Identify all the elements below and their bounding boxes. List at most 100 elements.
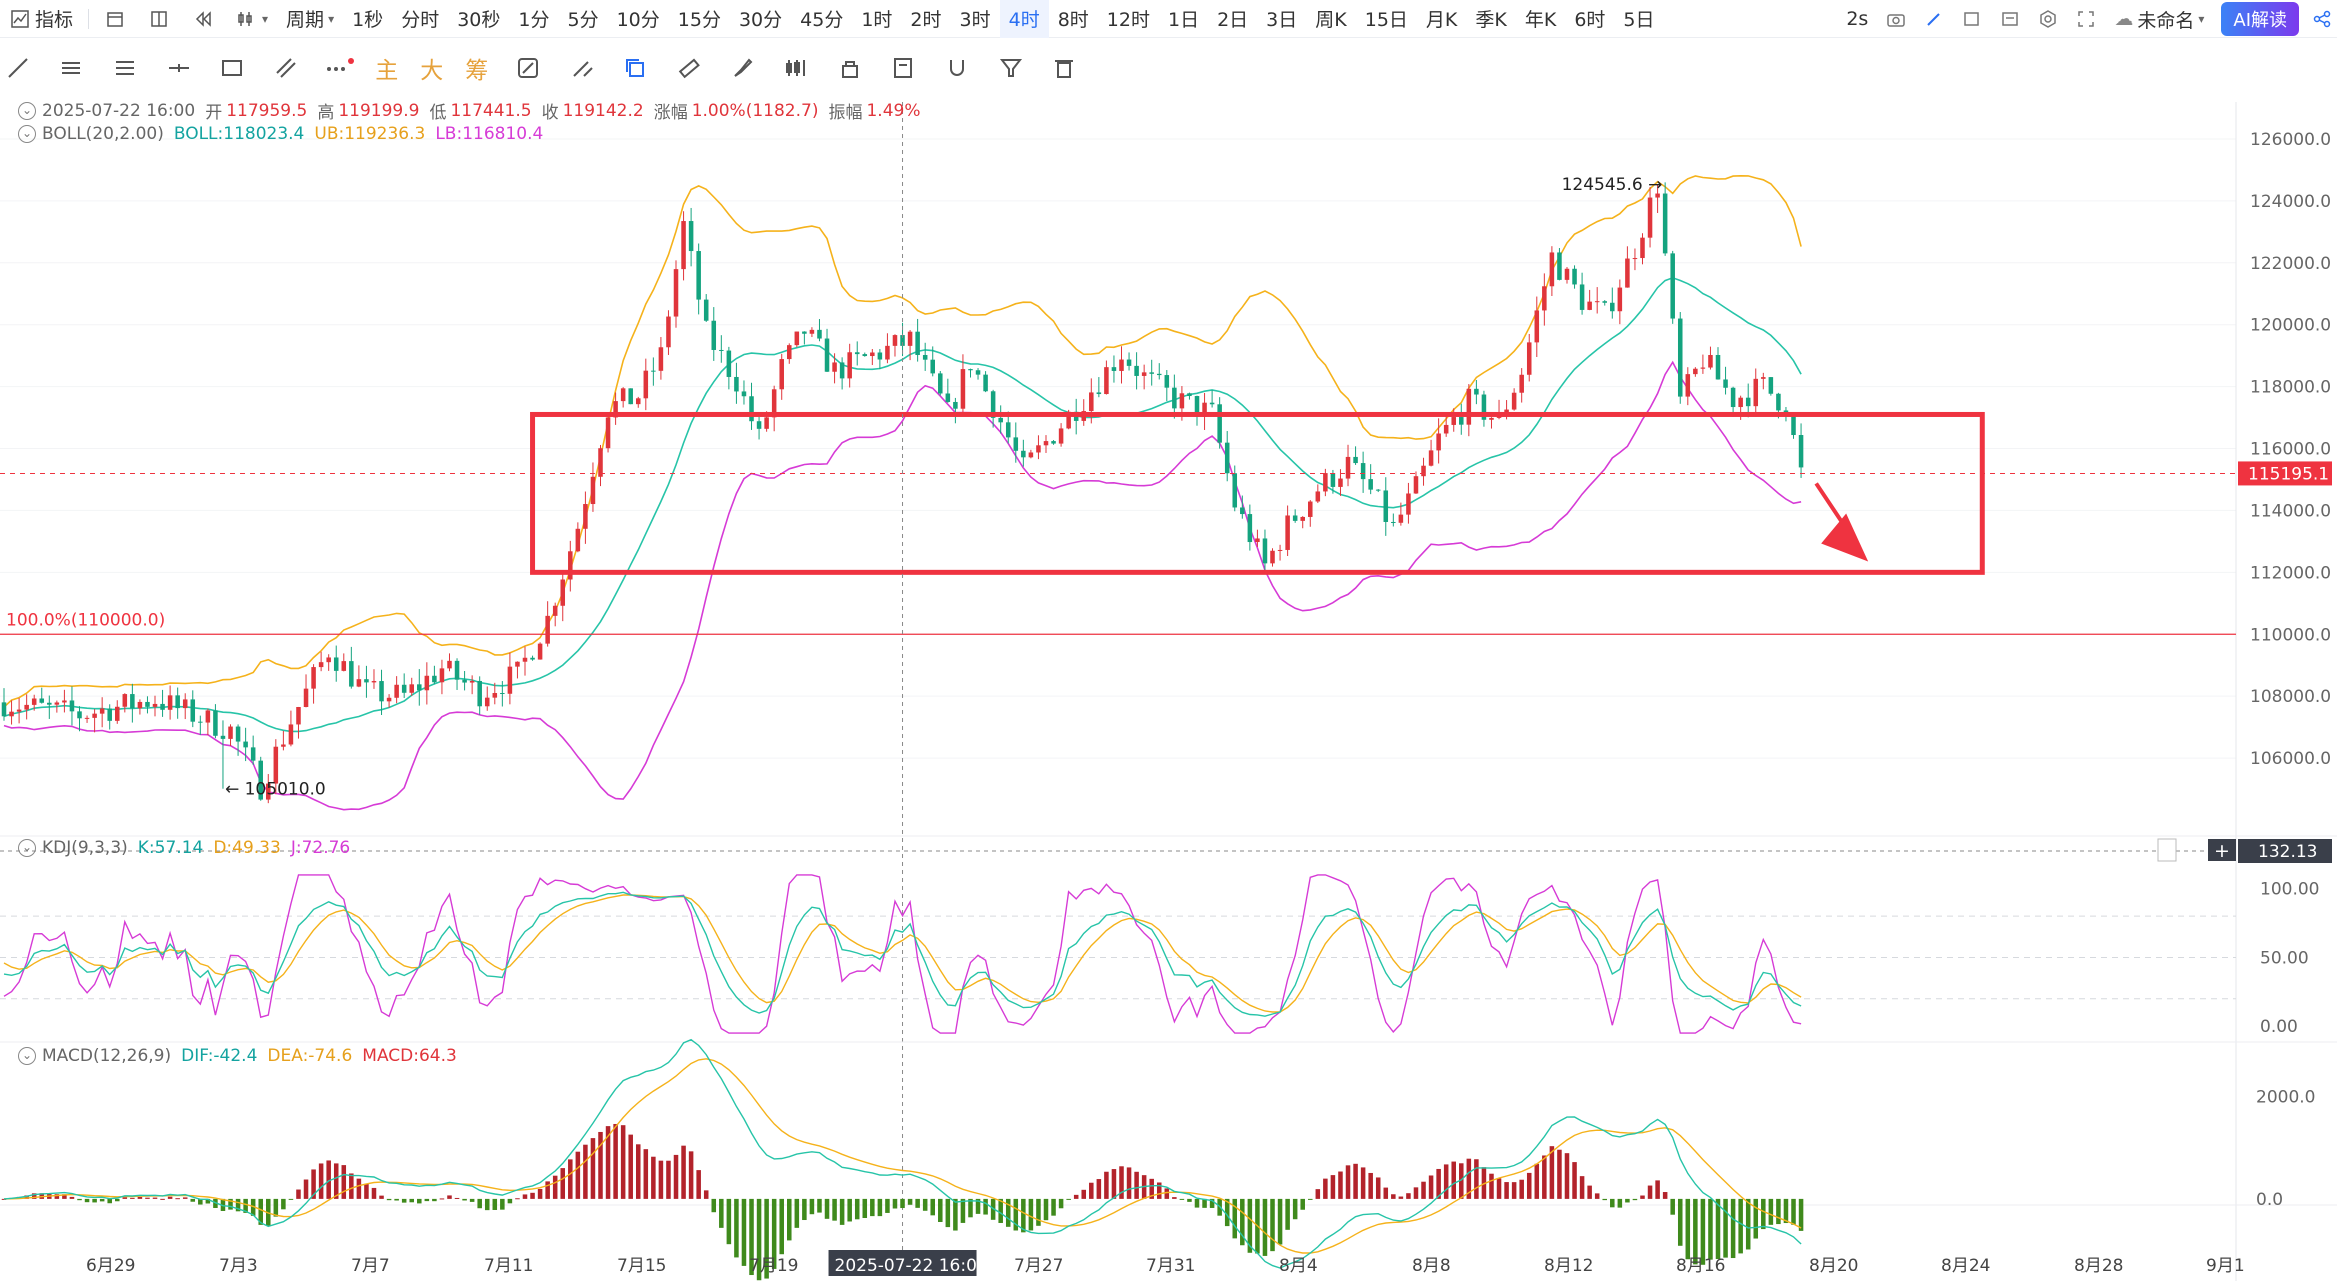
- macd-histogram-bar: [1398, 1196, 1404, 1199]
- timeframe-0[interactable]: 1秒: [352, 9, 384, 31]
- timeframe-16[interactable]: 2日: [1217, 9, 1249, 31]
- timeframe-5[interactable]: 10分: [616, 9, 660, 31]
- candle-body: [877, 352, 883, 360]
- copy-icon[interactable]: [617, 50, 653, 86]
- price-axis-label: 126000.0: [2250, 130, 2331, 150]
- macd-name[interactable]: MACD(12,26,9): [42, 1046, 172, 1066]
- layout-button[interactable]: [139, 0, 183, 38]
- range-box-annotation[interactable]: [530, 411, 1985, 575]
- calendar-button[interactable]: [95, 0, 139, 38]
- main-chart-toggle[interactable]: 主: [375, 58, 399, 84]
- macd-histogram-bar: [809, 1198, 815, 1215]
- brush-icon[interactable]: [725, 50, 761, 86]
- timeframe-4[interactable]: 5分: [567, 9, 599, 31]
- timeframe-9[interactable]: 1时: [861, 9, 893, 31]
- collapse-icon[interactable]: ⌄: [18, 1047, 36, 1065]
- filter-icon[interactable]: [993, 50, 1029, 86]
- pencil-erase-icon[interactable]: [564, 50, 600, 86]
- share-icon[interactable]: [2307, 0, 2337, 38]
- ruler-icon[interactable]: [671, 50, 707, 86]
- collapse-icon[interactable]: ⌄: [18, 125, 36, 143]
- macd-histogram-bar: [673, 1154, 679, 1199]
- line-tool-icon[interactable]: [0, 50, 36, 86]
- rectangle-tool-icon[interactable]: [214, 50, 250, 86]
- big-order-toggle[interactable]: 大: [420, 58, 444, 84]
- timeframe-19[interactable]: 15日: [1364, 9, 1408, 31]
- magnet-icon[interactable]: [939, 50, 975, 86]
- kdj-name[interactable]: KDJ(9,3,3): [42, 838, 128, 858]
- layout-name-dropdown[interactable]: ☁ 未命名 ▾: [2105, 0, 2213, 38]
- chip-distribution-toggle[interactable]: 筹: [465, 58, 489, 84]
- candle-body: [281, 744, 286, 747]
- timeframe-12[interactable]: 4时: [999, 0, 1049, 38]
- timeframe-15[interactable]: 1日: [1167, 9, 1200, 31]
- macd-histogram-bar: [658, 1160, 664, 1199]
- pen-icon[interactable]: [1915, 0, 1953, 38]
- timeframe-23[interactable]: 6时: [1574, 9, 1606, 31]
- timeframe-1[interactable]: 分时: [401, 9, 440, 31]
- horizontal-line-icon[interactable]: [161, 50, 197, 86]
- candle-body: [152, 703, 158, 707]
- timeframe-8[interactable]: 45分: [800, 9, 844, 31]
- price-chart[interactable]: 126000.0 124000.0 122000.0 120000.0 118000.0…: [0, 62, 2337, 1281]
- chart-type-button[interactable]: ▾: [227, 0, 277, 38]
- ai-analysis-button[interactable]: AI解读: [2221, 2, 2299, 36]
- more-tools-icon[interactable]: [322, 50, 358, 86]
- candle-body: [1745, 397, 1751, 407]
- indicator-button[interactable]: 指标: [0, 0, 82, 38]
- trash-icon[interactable]: [1046, 50, 1082, 86]
- timeframe-21[interactable]: 季K: [1475, 9, 1507, 31]
- boll-name[interactable]: BOLL(20,2.00): [42, 124, 164, 144]
- auto-draw-icon[interactable]: [510, 50, 546, 86]
- timeframe-13[interactable]: 8时: [1057, 9, 1089, 31]
- collapse-icon[interactable]: ⌄: [18, 101, 36, 120]
- candle-body: [681, 221, 686, 270]
- timeframe-20[interactable]: 月K: [1425, 9, 1458, 31]
- collapse-icon[interactable]: ⌄: [18, 839, 36, 857]
- macd-histogram-bar: [839, 1198, 845, 1225]
- macd-histogram-bar: [568, 1159, 573, 1199]
- timeframe-2[interactable]: 30秒: [457, 9, 501, 31]
- timeframe-10[interactable]: 2时: [910, 9, 942, 31]
- macd-histogram-bar: [1224, 1198, 1230, 1227]
- note-icon[interactable]: [886, 50, 922, 86]
- drawing-toolbar: 主 大 筹: [0, 50, 1100, 86]
- channel-tool-icon[interactable]: [268, 50, 304, 86]
- divider: [88, 8, 90, 29]
- timeframe-24[interactable]: 5日: [1623, 9, 1655, 31]
- expand-icon[interactable]: [1953, 0, 1991, 38]
- fib-tool-icon[interactable]: [107, 50, 143, 86]
- candle-body: [1610, 302, 1615, 312]
- macd-histogram-bar: [734, 1198, 739, 1258]
- low-marker-label: ← 105010.0: [225, 780, 326, 800]
- replay-button[interactable]: [183, 0, 227, 38]
- timeframe-17[interactable]: 3日: [1266, 9, 1298, 31]
- save-icon[interactable]: [1991, 0, 2029, 38]
- fullscreen-icon[interactable]: [2067, 0, 2105, 38]
- candle-body: [1058, 428, 1064, 444]
- timeframe-3[interactable]: 1分: [518, 9, 550, 31]
- macd-histogram-bar: [326, 1160, 331, 1199]
- crosshair-expand-button[interactable]: [2157, 838, 2177, 862]
- timeframe-14[interactable]: 12时: [1106, 9, 1150, 31]
- bars-icon[interactable]: [778, 50, 814, 86]
- camera-icon[interactable]: [1877, 0, 1915, 38]
- timeframe-22[interactable]: 年K: [1524, 9, 1557, 31]
- macd-histogram-bar: [930, 1198, 935, 1216]
- timeframe-18[interactable]: 周K: [1315, 9, 1347, 31]
- timeframe-7[interactable]: 30分: [738, 9, 783, 31]
- timeframe-11[interactable]: 3时: [959, 9, 991, 31]
- candle-body: [1738, 397, 1743, 408]
- candle-body: [31, 698, 37, 705]
- macd-histogram-bar: [500, 1198, 505, 1210]
- period-dropdown[interactable]: 周期 ▾: [277, 0, 343, 38]
- lock-icon[interactable]: [832, 50, 868, 86]
- macd-histogram-bar: [832, 1198, 837, 1221]
- candle-body: [1542, 286, 1547, 311]
- timeframe-6[interactable]: 15分: [677, 9, 721, 31]
- settings-icon[interactable]: [2029, 0, 2067, 38]
- macd-histogram-bar: [447, 1195, 452, 1199]
- crosshair-add-button[interactable]: [2208, 839, 2236, 861]
- refresh-interval[interactable]: 2s: [1846, 8, 1869, 30]
- parallel-lines-icon[interactable]: [54, 50, 90, 86]
